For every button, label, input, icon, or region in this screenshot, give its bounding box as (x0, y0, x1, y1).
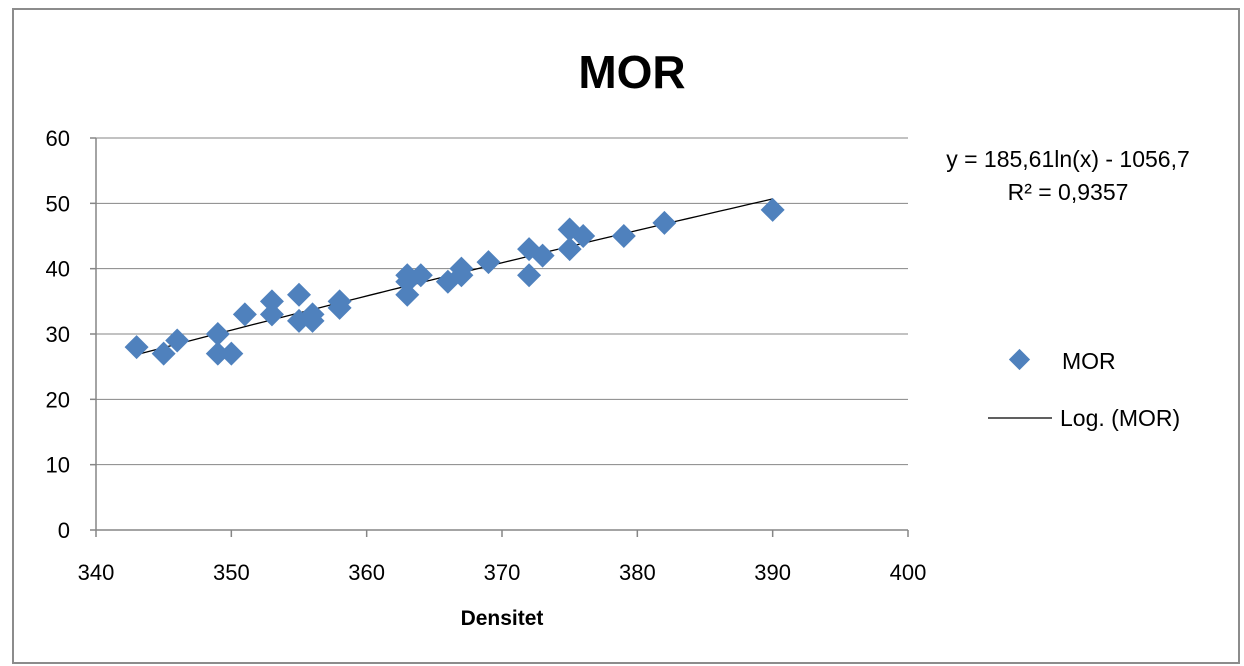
x-axis-title: Densitet (461, 607, 544, 630)
data-point (259, 289, 284, 314)
y-tick-label: 10 (46, 453, 70, 478)
x-tick-label: 390 (754, 560, 791, 585)
legend: MOR Log. (MOR) (988, 348, 1180, 431)
data-point (611, 224, 636, 248)
y-tick-label: 30 (46, 322, 70, 347)
data-point (205, 341, 230, 366)
data-point (517, 263, 542, 288)
legend-label-trend: Log. (MOR) (1060, 405, 1180, 431)
x-tick-labels: 340 350 360 370 380 390 400 (78, 560, 927, 585)
data-point (476, 250, 501, 275)
x-tick-label: 380 (619, 560, 656, 585)
data-point (517, 237, 542, 262)
x-tick-label: 400 (890, 560, 927, 585)
data-point (652, 210, 677, 235)
data-point (205, 322, 230, 346)
data-point (165, 328, 190, 353)
x-tick-label: 340 (78, 560, 115, 585)
data-point (124, 335, 149, 360)
data-point (408, 263, 433, 288)
data-point (219, 341, 244, 366)
y-tick-label: 50 (46, 191, 70, 216)
y-tick-label: 20 (46, 387, 70, 412)
data-point (449, 263, 474, 288)
gridlines (96, 137, 908, 466)
y-tick-label: 40 (46, 257, 70, 282)
y-tick-label: 0 (58, 518, 70, 543)
x-tick-label: 370 (484, 560, 521, 585)
data-point (395, 282, 420, 307)
data-point (557, 237, 582, 262)
data-point (571, 224, 596, 248)
data-point (530, 243, 555, 268)
y-tick-label: 60 (46, 126, 70, 151)
data-point (760, 197, 785, 222)
data-point (327, 295, 352, 320)
x-tick-label: 350 (213, 560, 250, 585)
y-tick-labels: 0 10 20 30 40 50 60 (46, 126, 70, 543)
chart-title: MOR (578, 46, 685, 98)
data-point (300, 308, 325, 333)
legend-label-mor: MOR (1062, 348, 1116, 374)
trendline-equation: y = 185,61ln(x) - 1056,7 (946, 146, 1190, 172)
data-point (232, 302, 257, 327)
data-point (259, 302, 284, 327)
axes (90, 137, 909, 537)
data-point (287, 282, 311, 307)
legend-marker-mor (1008, 348, 1031, 371)
trendline-r2: R² = 0,9357 (1008, 179, 1129, 205)
x-tick-label: 360 (348, 560, 385, 585)
data-points (124, 197, 785, 366)
data-point (151, 341, 176, 366)
